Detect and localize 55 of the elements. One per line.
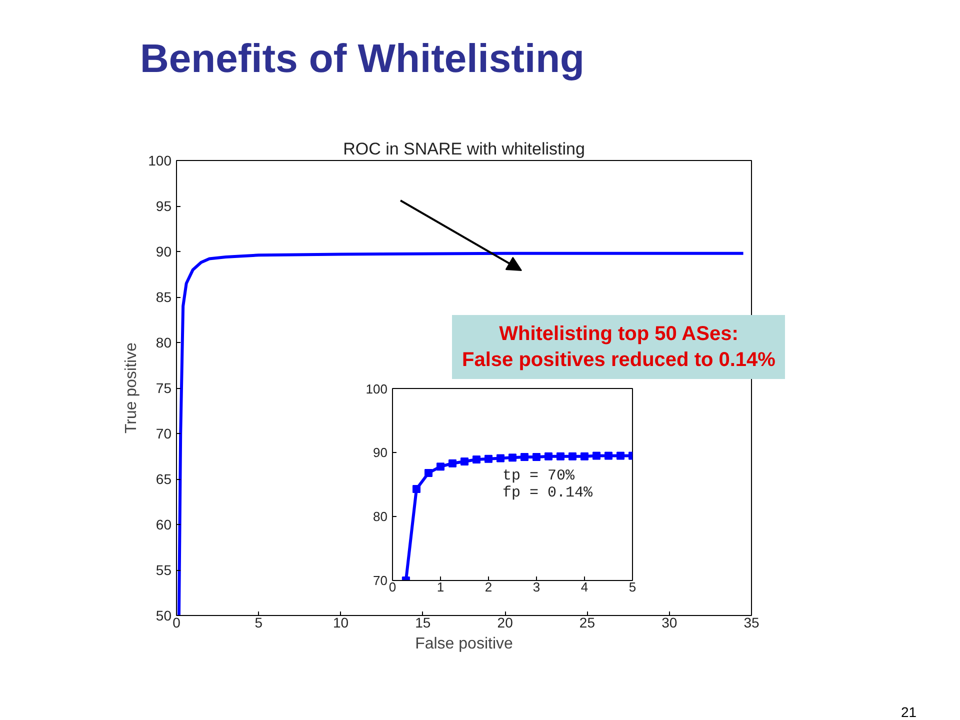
x-tick-label: 1 [436,580,444,594]
y-tick-label: 95 [156,198,172,214]
annotation: tp = 70% [502,468,576,484]
y-tick-label: 70 [373,573,388,588]
y-tick-label: 90 [156,244,172,260]
y-tick-label: 55 [156,562,172,578]
y-tick-label: 85 [156,289,172,305]
x-tick-label: 0 [388,580,396,594]
x-tick-label: 35 [744,614,760,630]
point [592,452,600,460]
y-tick-label: 80 [373,509,388,524]
point [616,452,624,460]
point [412,484,420,493]
point [508,454,516,462]
annotation: fp = 0.14% [502,484,594,502]
point [556,452,564,460]
y-tick-label: 65 [156,471,172,487]
point [484,454,492,463]
point [544,452,552,460]
x-tick-label: 0 [172,614,181,630]
y-tick-label: 60 [156,516,172,532]
x-tick-label: 5 [628,580,636,594]
point [568,452,576,460]
y-tick-label: 70 [156,426,172,442]
y-tick-label: 100 [366,382,388,396]
x-axis-title: False positive [415,636,514,652]
annotation: Whitelisting top 50 ASes: False positives reduced to 0.14% [462,322,776,373]
point [472,456,480,464]
point [460,457,468,466]
chart-subtitle: ROC in SNARE with whitelisting [343,140,585,158]
y-tick-label: 80 [156,334,172,350]
point [424,468,432,477]
x-tick-label: 2 [484,580,492,594]
y-tick-label: 90 [373,445,388,460]
chart-title: Benefits of Whitelisting [140,36,584,83]
point [532,452,540,461]
x-tick-label: 20 [497,614,514,630]
x-tick-label: 10 [333,614,349,630]
y-axis-title: True positive [123,342,140,434]
y-tick-label: 50 [156,608,172,624]
x-tick-label: 4 [580,580,588,594]
y-tick-label: 100 [148,152,172,168]
point [436,462,444,471]
point [580,452,588,460]
x-tick-label: 5 [254,614,263,630]
y-tick-label: 75 [156,380,172,396]
text: 21 [901,703,917,720]
point [496,454,504,462]
point [520,452,528,461]
x-tick-label: 15 [415,614,431,630]
point [604,452,612,460]
x-tick-label: 25 [579,614,596,630]
x-tick-label: 3 [532,580,540,594]
point [448,459,456,468]
x-tick-label: 30 [662,614,678,630]
